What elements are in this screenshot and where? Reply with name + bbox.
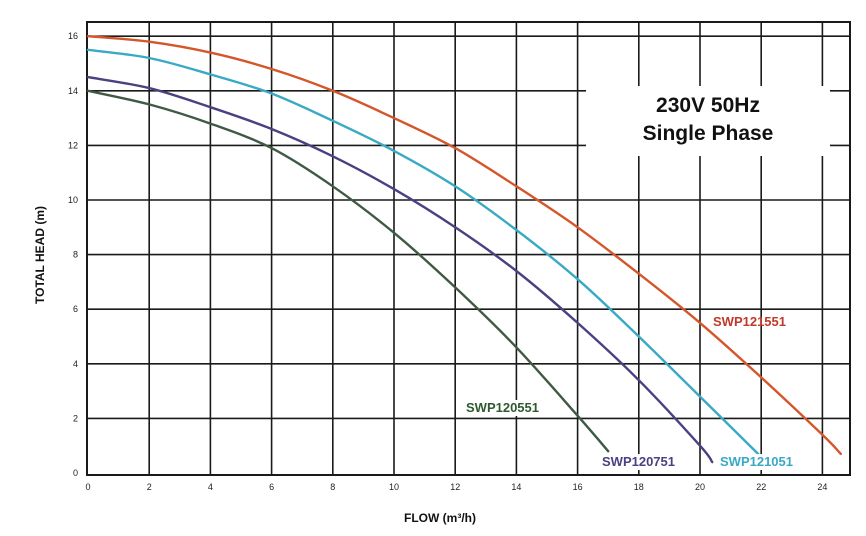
y-tick-label: 0	[73, 468, 78, 478]
y-tick-label: 10	[68, 195, 78, 205]
x-tick-label: 2	[147, 482, 152, 492]
series-labels: SWP121551 SWP121051 SWP120751 SWP120551	[463, 314, 813, 470]
series-label-swp120751: SWP120751	[602, 454, 675, 469]
series-label-background	[717, 454, 813, 470]
y-tick-label: 16	[68, 31, 78, 41]
y-axis-title: TOTAL HEAD (m)	[33, 206, 47, 304]
series-label-background	[599, 454, 695, 470]
y-tick-label: 14	[68, 86, 78, 96]
x-tick-label: 8	[330, 482, 335, 492]
series-lines	[86, 35, 842, 464]
x-tick-labels: 0 2 4 6 8 10 12 14 16 18 20 22 24	[85, 482, 827, 492]
info-box-background	[586, 86, 830, 156]
series-label-swp121051: SWP121051	[720, 454, 793, 469]
x-tick-label: 14	[511, 482, 521, 492]
series-line-swp121551	[86, 35, 842, 456]
info-box: 230V 50Hz Single Phase	[586, 86, 830, 156]
y-tick-label: 2	[73, 413, 78, 423]
series-label-swp120551: SWP120551	[466, 400, 539, 415]
x-tick-label: 22	[756, 482, 766, 492]
x-axis-title: FLOW (m³/h)	[404, 511, 476, 525]
x-tick-label: 0	[85, 482, 90, 492]
series-line-swp121051	[86, 48, 760, 456]
y-tick-labels: 0 2 4 6 8 10 12 14 16	[68, 31, 78, 478]
x-tick-label: 24	[817, 482, 827, 492]
x-tick-label: 16	[573, 482, 583, 492]
plot-frame	[86, 21, 851, 476]
y-tick-label: 4	[73, 359, 78, 369]
info-line-1: 230V 50Hz	[656, 94, 760, 117]
series-label-swp121551: SWP121551	[713, 314, 786, 329]
x-tick-label: 12	[450, 482, 460, 492]
series-line-swp120551	[86, 89, 610, 453]
series-label-background	[463, 400, 559, 416]
x-tick-label: 20	[695, 482, 705, 492]
x-tick-label: 6	[269, 482, 274, 492]
y-tick-label: 12	[68, 140, 78, 150]
series-line-swp120751	[86, 75, 714, 464]
x-tick-label: 10	[389, 482, 399, 492]
y-tick-label: 8	[73, 250, 78, 260]
x-tick-label: 18	[634, 482, 644, 492]
y-tick-label: 6	[73, 304, 78, 314]
x-tick-label: 4	[208, 482, 213, 492]
info-line-2: Single Phase	[643, 122, 774, 145]
